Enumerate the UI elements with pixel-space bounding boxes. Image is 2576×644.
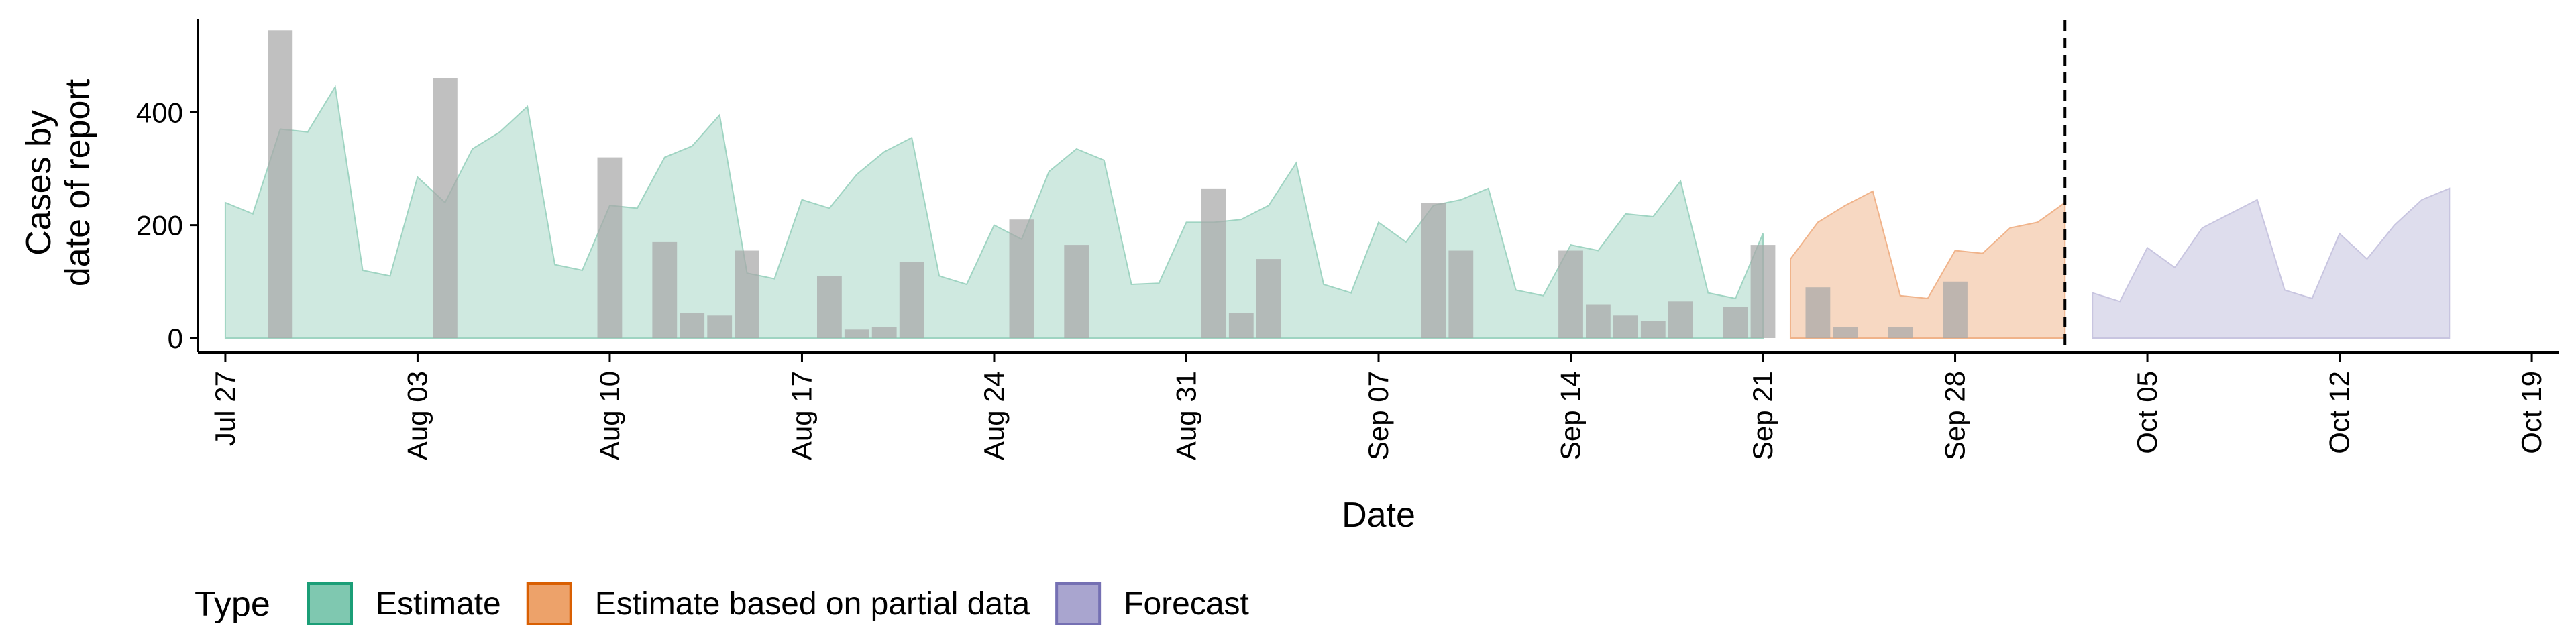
bar-28 xyxy=(1943,281,1968,338)
x-tick-label-4: Aug 24 xyxy=(978,371,1010,460)
legend-label-0: Estimate xyxy=(376,586,501,622)
legend-label-2: Forecast xyxy=(1124,586,1249,622)
bar-9 xyxy=(871,327,897,338)
bar-4 xyxy=(680,313,705,338)
bar-22 xyxy=(1668,301,1693,338)
x-tick-label-8: Sep 21 xyxy=(1747,371,1778,460)
bar-7 xyxy=(817,276,842,338)
x-axis-title: Date xyxy=(1342,496,1415,535)
legend-key-2 xyxy=(1055,582,1102,625)
bar-23 xyxy=(1723,307,1748,338)
bar-0 xyxy=(268,30,293,339)
bar-2 xyxy=(597,157,623,338)
x-tick-label-12: Oct 19 xyxy=(2516,371,2547,454)
x-tick-label-10: Oct 05 xyxy=(2131,371,2163,454)
area-series-2 xyxy=(2092,187,2451,339)
y-tick-label-1: 200 xyxy=(136,210,183,241)
axes: 0 200 400 Jul 27 Aug 03 Aug 10 Aug 17 Aug 24 Aug… xyxy=(136,19,2559,460)
y-tick-label-0: 0 xyxy=(168,323,183,354)
bar-8 xyxy=(844,329,869,338)
legend-label-1: Estimate based on partial data xyxy=(595,586,1030,622)
x-tick-label-6: Sep 07 xyxy=(1362,371,1394,460)
bar-5 xyxy=(707,315,733,338)
legend-key-1 xyxy=(526,582,572,625)
x-tick-label-2: Aug 10 xyxy=(594,371,625,460)
bar-20 xyxy=(1613,315,1638,338)
bar-10 xyxy=(899,262,924,338)
bar-21 xyxy=(1640,321,1666,338)
bar-11 xyxy=(1009,219,1034,338)
bar-18 xyxy=(1558,250,1583,338)
y-tick-label-2: 400 xyxy=(136,97,183,128)
bar-16 xyxy=(1421,203,1446,338)
bar-13 xyxy=(1201,188,1226,338)
x-tick-label-1: Aug 03 xyxy=(401,371,433,460)
bar-3 xyxy=(652,241,678,338)
area-series-1 xyxy=(1789,190,2066,339)
x-tick-label-3: Aug 17 xyxy=(786,371,817,460)
bar-15 xyxy=(1256,259,1281,338)
bar-27 xyxy=(1888,327,1913,338)
y-axis-title-line-0: Cases by xyxy=(19,110,58,256)
x-tick-label-11: Oct 12 xyxy=(2324,371,2355,454)
bar-12 xyxy=(1064,245,1089,338)
bar-26 xyxy=(1833,327,1858,338)
bar-24 xyxy=(1750,245,1776,338)
legend-key-0 xyxy=(307,582,353,625)
x-tick-label-0: Jul 27 xyxy=(209,371,241,446)
bar-14 xyxy=(1228,313,1254,338)
y-axis-title: Cases by date of report xyxy=(19,78,97,286)
x-tick-label-5: Aug 31 xyxy=(1170,371,1201,460)
x-tick-label-9: Sep 28 xyxy=(1939,371,1971,460)
reported-case-bars xyxy=(268,30,1968,339)
legend-title: Type xyxy=(195,585,270,624)
series-areas xyxy=(224,85,2451,339)
bar-1 xyxy=(433,78,458,339)
bar-6 xyxy=(735,250,759,338)
bar-25 xyxy=(1805,287,1831,338)
y-axis-title-line-1: date of report xyxy=(58,78,97,286)
bar-19 xyxy=(1586,304,1611,338)
bar-17 xyxy=(1448,250,1474,338)
x-tick-label-7: Sep 14 xyxy=(1555,371,1587,460)
legend: Type Estimate Estimate based on partial da… xyxy=(195,582,1249,625)
